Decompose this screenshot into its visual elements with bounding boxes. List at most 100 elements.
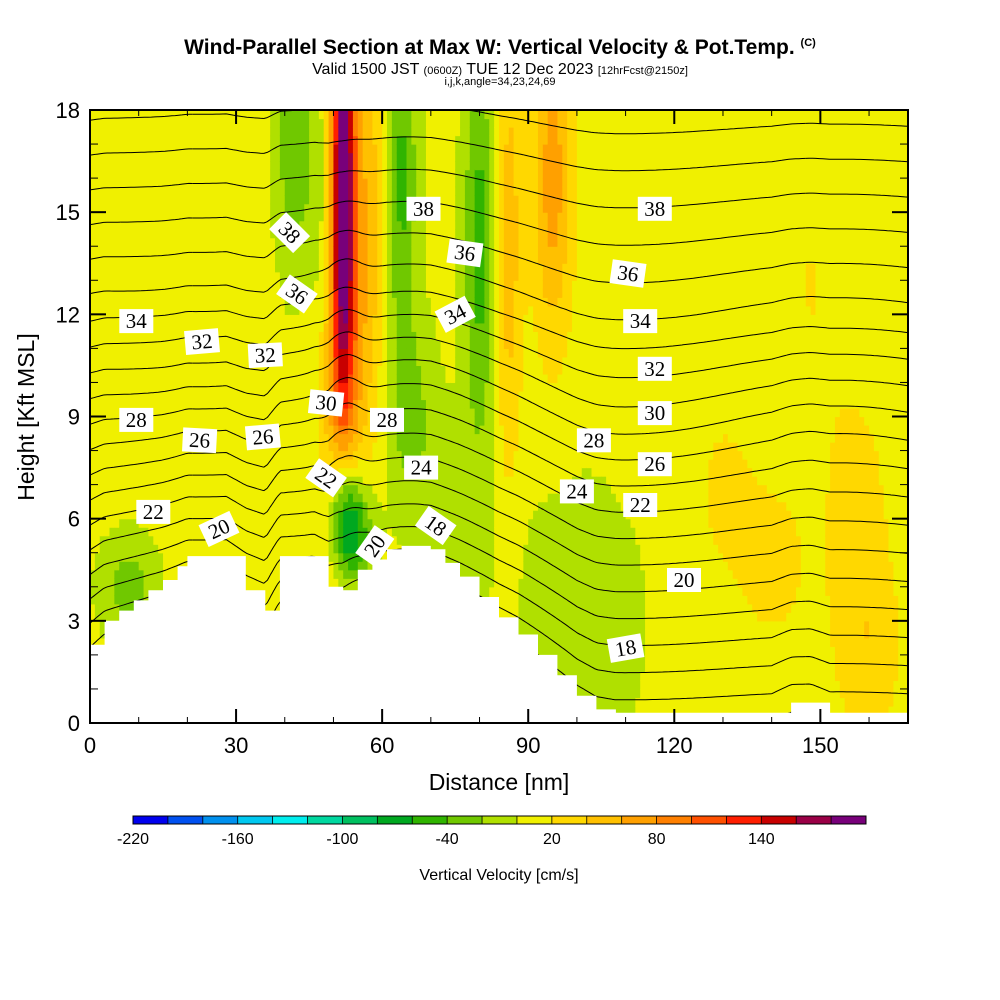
w-cell [153,527,159,537]
w-cell [372,220,378,230]
w-cell [221,331,227,341]
w-cell [94,263,101,273]
w-cell [177,535,184,545]
w-cell [216,135,223,145]
w-cell [124,459,130,469]
w-cell [265,518,271,528]
w-cell [304,382,310,392]
w-cell [240,280,247,290]
w-cell [416,527,422,537]
w-cell [255,578,262,588]
w-cell [197,178,203,188]
w-cell [396,501,403,511]
w-cell [143,297,150,307]
w-cell [201,127,208,137]
w-cell [206,118,213,128]
w-cell [352,195,359,205]
w-cell [352,288,359,298]
w-cell [153,212,159,222]
w-cell [421,135,427,145]
w-cell [279,348,286,358]
w-cell [94,169,101,179]
w-cell [421,169,427,179]
w-cell [367,356,374,367]
w-cell [177,212,184,222]
w-cell [119,493,125,503]
w-cell [124,527,130,537]
w-cell [90,280,96,290]
w-cell [270,561,276,571]
w-cell [294,459,300,469]
w-cell [94,425,101,435]
w-cell [372,476,378,486]
w-cell [245,118,252,128]
w-cell [338,161,344,171]
w-cell [201,254,208,264]
w-cell [255,254,262,264]
w-cell [382,220,388,230]
w-cell [211,246,218,256]
w-cell [104,578,111,588]
w-cell [158,152,164,162]
w-cell [128,390,135,401]
w-cell [406,186,412,196]
w-cell [128,195,135,205]
w-cell [236,484,242,494]
w-cell [245,212,252,222]
w-cell [328,569,335,579]
w-cell [104,382,111,392]
w-cell [313,493,320,503]
w-cell [143,535,150,545]
w-cell [382,467,388,477]
w-cell [104,322,111,332]
w-cell [94,246,101,256]
w-cell [411,450,417,460]
w-cell [206,399,213,409]
w-cell [221,348,227,358]
w-cell [352,467,359,477]
w-cell [357,305,364,315]
w-cell [250,373,257,384]
w-cell [318,433,325,443]
w-cell [250,220,257,230]
w-cell [265,476,271,486]
w-cell [167,527,174,537]
w-cell [328,212,335,222]
w-cell [299,501,305,511]
w-cell [158,578,164,588]
w-cell [163,263,169,273]
w-cell [401,373,408,384]
w-cell [275,203,281,213]
w-cell [114,586,120,596]
w-cell [172,305,179,315]
w-cell [309,416,315,426]
w-cell [167,161,174,171]
w-cell [236,229,242,239]
w-cell [128,118,135,128]
w-cell [323,297,330,307]
w-cell [206,544,213,554]
w-cell [172,169,179,179]
w-cell [255,518,262,528]
w-cell [328,493,335,503]
w-cell [236,407,242,418]
w-cell [338,254,344,264]
w-cell [362,254,369,264]
w-cell [367,305,374,315]
w-cell [109,527,115,537]
w-cell [153,535,159,545]
w-cell [318,314,325,324]
w-cell [90,263,96,273]
w-cell [362,220,369,230]
w-cell [197,229,203,239]
w-cell [119,450,125,460]
w-cell [372,212,378,222]
w-cell [128,578,135,588]
w-cell [265,390,271,401]
w-cell [143,476,150,486]
w-cell [333,382,339,392]
w-cell [377,510,383,520]
w-cell [124,595,130,605]
w-cell [128,127,135,137]
w-cell [211,305,218,315]
